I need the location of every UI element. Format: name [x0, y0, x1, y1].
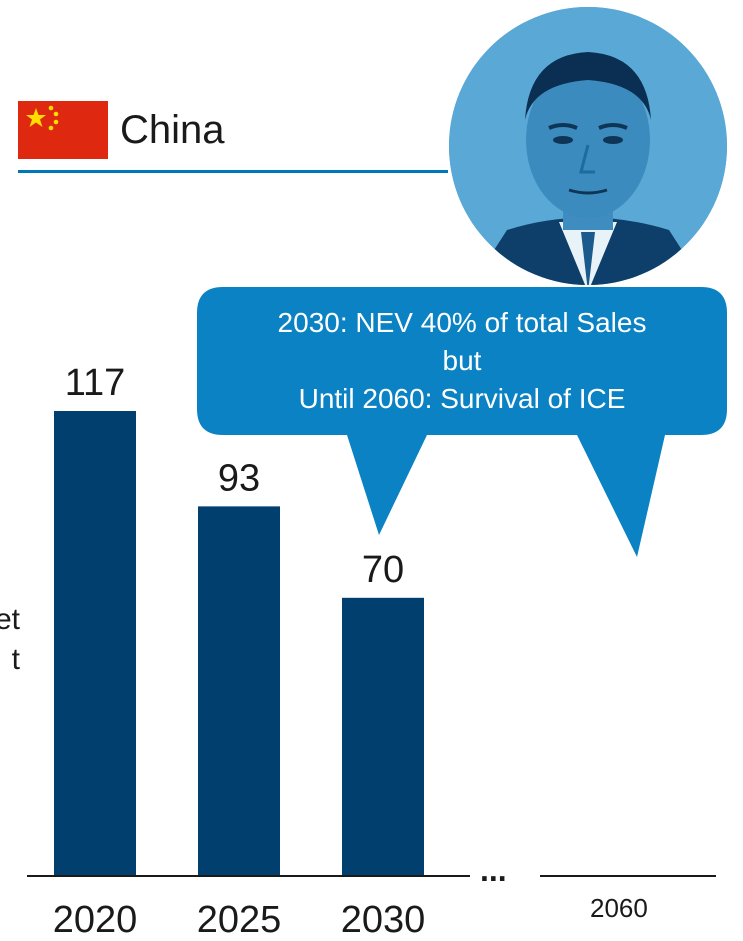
- bar-value-label-2020: 117: [65, 362, 126, 404]
- callout-line-1: 2030: NEV 40% of total Sales: [277, 307, 647, 338]
- header-rule: [18, 170, 448, 173]
- tick-label-2060: 2060: [590, 893, 648, 923]
- speech-callout: [197, 287, 727, 557]
- portrait-photo: [449, 7, 727, 285]
- bar-value-label-2030: 70: [362, 549, 404, 591]
- cropped-side-text: et t: [0, 600, 20, 680]
- side-text-line-2: t: [11, 643, 20, 676]
- bar-2030: [342, 597, 424, 876]
- bar-value-label-2025: 93: [218, 457, 260, 499]
- tick-label-2020: 2020: [53, 899, 138, 941]
- callout-line-2: but: [442, 345, 482, 376]
- callout-text: 2030: NEV 40% of total Sales but Until 2…: [200, 304, 724, 418]
- axis-break-ellipsis: ...: [480, 852, 507, 888]
- tick-label-2030: 2030: [341, 899, 426, 941]
- bar-2025: [198, 506, 280, 876]
- side-text-line-1: et: [0, 603, 20, 636]
- bar-2020: [54, 411, 136, 876]
- tick-label-2025: 2025: [197, 899, 282, 941]
- callout-line-3: Until 2060: Survival of ICE: [298, 383, 626, 414]
- china-flag-icon: [18, 101, 108, 159]
- country-label: China: [120, 108, 225, 152]
